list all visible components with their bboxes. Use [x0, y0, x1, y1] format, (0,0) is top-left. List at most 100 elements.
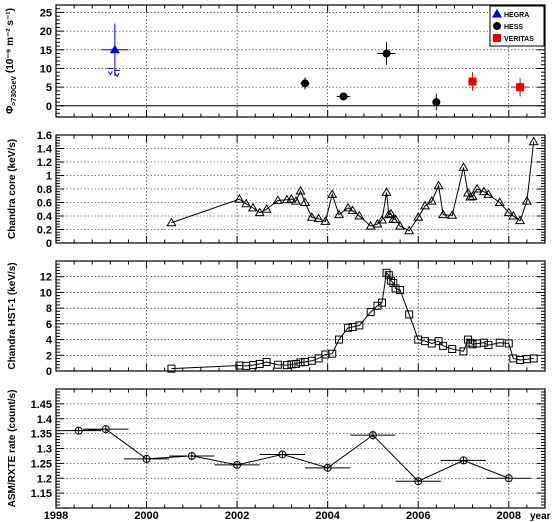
data-point — [529, 354, 538, 363]
data-point — [479, 338, 488, 347]
data-point — [458, 162, 469, 171]
upper-limit-arrow — [107, 71, 113, 76]
y-tick-label: 1.4 — [37, 414, 53, 426]
data-point — [495, 338, 504, 347]
data-point — [187, 451, 196, 460]
data-point — [384, 271, 393, 280]
data-point — [109, 44, 120, 54]
data-point — [342, 202, 354, 212]
y-axis-label: ASM/RXTE rate (count/s) — [7, 390, 18, 508]
data-point — [396, 286, 405, 295]
data-point — [405, 310, 414, 319]
y-tick-label: 0.8 — [37, 184, 52, 196]
data-point — [247, 202, 259, 212]
data-point — [296, 358, 305, 367]
data-point — [419, 200, 431, 210]
data-point — [365, 220, 376, 230]
data-point — [413, 212, 424, 221]
data-point — [286, 193, 297, 203]
legend-marker — [493, 22, 501, 30]
y-tick-label: 0 — [46, 366, 52, 378]
data-point — [254, 207, 265, 217]
y-tick-label: 1.6 — [37, 130, 52, 142]
data-point — [282, 361, 291, 370]
data-point — [290, 195, 302, 205]
data-point — [339, 92, 348, 101]
x-tick-label: 2004 — [315, 510, 340, 522]
series-line — [171, 271, 534, 370]
data-point — [381, 187, 392, 196]
data-point — [448, 345, 457, 353]
data-point — [233, 460, 242, 469]
y-axis-label: Φ>730GeV (10⁻⁹ m⁻² s⁻¹) — [5, 8, 18, 114]
x-tick-label: 2002 — [225, 510, 249, 522]
data-point — [344, 323, 353, 332]
y-tick-label: 1.25 — [31, 458, 52, 470]
data-point — [432, 98, 441, 107]
y-tick-label: 15 — [40, 45, 52, 57]
y-tick-label: 0.2 — [37, 225, 52, 237]
panel-chandra-hst1: 0 2 4 6 8 10 12 Chandra HST-1 (keV/s) — [7, 260, 546, 378]
data-point — [528, 136, 539, 146]
data-point — [382, 49, 391, 58]
y-tick-label: 10 — [40, 287, 52, 299]
data-point — [504, 474, 513, 483]
data-point — [287, 360, 296, 369]
data-point — [459, 347, 468, 356]
y-tick-label: 1.2 — [37, 157, 52, 169]
data-point — [389, 279, 398, 287]
x-tick-label: 2000 — [134, 510, 158, 522]
y-tick-label: 8 — [46, 303, 52, 315]
y-tick-label: 5 — [46, 82, 52, 94]
data-point — [234, 193, 245, 203]
data-point — [484, 341, 493, 350]
data-point — [391, 284, 400, 293]
y-tick-label: 2 — [46, 350, 52, 362]
data-point — [516, 83, 525, 92]
data-point — [368, 431, 377, 440]
data-point — [483, 189, 494, 198]
data-point — [354, 210, 365, 220]
legend: HEGRA HESS VERITAS — [489, 5, 545, 47]
x-tick-label: 2008 — [497, 510, 521, 522]
data-point — [291, 359, 300, 368]
data-point — [241, 198, 252, 208]
x-tick-label: 1998 — [44, 510, 68, 522]
data-point — [328, 349, 337, 358]
data-point — [376, 214, 388, 224]
data-point — [390, 214, 401, 223]
data-point — [447, 210, 458, 219]
y-axis-label: Chandra core (keV/s) — [7, 139, 18, 239]
plot-frame — [55, 260, 546, 372]
y-tick-label: 1.45 — [31, 399, 52, 411]
y-tick-label: 4 — [46, 335, 53, 347]
y-tick-label: 1.35 — [31, 429, 52, 441]
y-tick-label: 0.4 — [37, 211, 53, 223]
plot-frame — [55, 4, 546, 118]
y-tick-label: 1.3 — [37, 444, 52, 456]
data-point — [382, 268, 391, 277]
y-tick-label: 25 — [40, 7, 52, 19]
data-point — [521, 195, 532, 205]
plot-frame — [55, 134, 546, 244]
data-point — [166, 217, 177, 227]
data-point — [503, 207, 514, 217]
y-tick-label: 6 — [46, 319, 52, 331]
data-point — [467, 191, 478, 200]
y-tick-label: 1.15 — [31, 488, 52, 500]
y-axis-label: Chandra HST-1 (keV/s) — [7, 262, 18, 369]
data-point — [426, 195, 437, 205]
data-point — [273, 360, 282, 369]
data-point — [320, 216, 331, 225]
y-tick-label: 1.4 — [37, 144, 53, 156]
data-point — [504, 339, 513, 348]
data-point — [313, 213, 324, 223]
data-point — [478, 186, 489, 196]
data-point — [378, 298, 386, 307]
y-tick-label: 1.2 — [37, 473, 52, 485]
data-point — [515, 215, 526, 225]
data-point — [494, 197, 505, 206]
data-point — [301, 79, 310, 88]
y-tick-label: 1 — [46, 171, 52, 183]
